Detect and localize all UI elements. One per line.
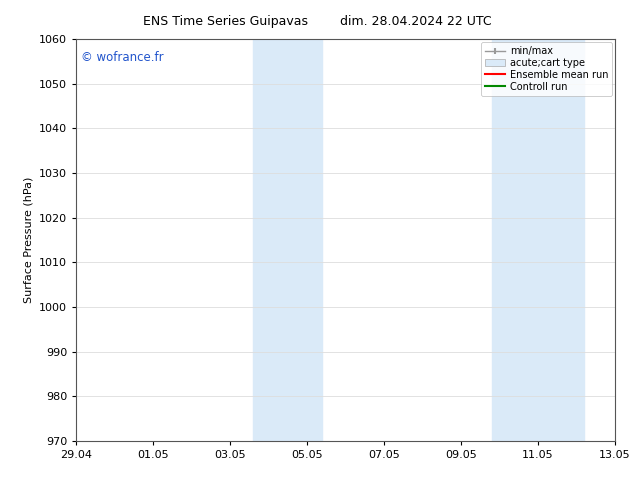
Text: © wofrance.fr: © wofrance.fr: [81, 51, 164, 64]
Y-axis label: Surface Pressure (hPa): Surface Pressure (hPa): [23, 177, 34, 303]
Text: ENS Time Series Guipavas        dim. 28.04.2024 22 UTC: ENS Time Series Guipavas dim. 28.04.2024…: [143, 15, 491, 28]
Bar: [253, 39, 323, 441]
Legend: min/max, acute;cart type, Ensemble mean run, Controll run: min/max, acute;cart type, Ensemble mean …: [481, 42, 612, 96]
Bar: [492, 39, 584, 441]
